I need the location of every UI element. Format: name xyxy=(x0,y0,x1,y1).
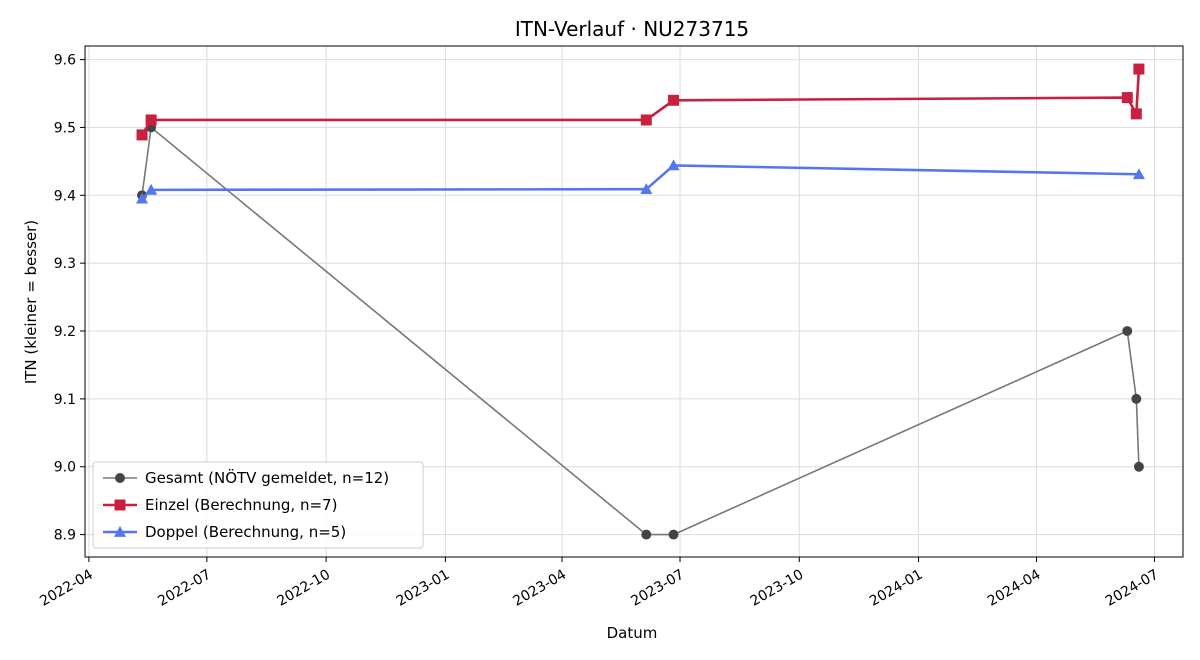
data-point xyxy=(1132,168,1145,180)
x-tick-label: 2023-10 xyxy=(748,567,807,610)
legend-item: Einzel (Berechnung, n=7) xyxy=(103,496,337,514)
y-tick-label: 9.1 xyxy=(54,392,76,408)
data-point xyxy=(145,183,158,195)
data-point xyxy=(1133,461,1144,472)
x-tick-label: 2024-01 xyxy=(867,567,926,610)
legend-item: Gesamt (NÖTV gemeldet, n=12) xyxy=(103,468,389,487)
data-point xyxy=(1130,108,1142,120)
y-axis-label: ITN (kleiner = besser) xyxy=(22,220,40,384)
y-tick-label: 8.9 xyxy=(54,528,76,544)
data-point xyxy=(667,159,680,171)
x-tick-label: 2022-07 xyxy=(155,567,214,610)
series-line xyxy=(140,68,1141,136)
legend-label: Einzel (Berechnung, n=7) xyxy=(145,496,337,514)
y-tick-label: 9.3 xyxy=(54,256,76,272)
legend-item: Doppel (Berechnung, n=5) xyxy=(103,523,346,541)
data-point xyxy=(640,114,652,126)
data-point xyxy=(1131,393,1142,404)
y-tick-label: 9.5 xyxy=(54,120,76,136)
legend-marker xyxy=(115,473,125,483)
x-tick-label: 2024-04 xyxy=(985,567,1044,610)
data-point xyxy=(136,129,148,141)
legend-label: Gesamt (NÖTV gemeldet, n=12) xyxy=(145,468,389,487)
legend-marker xyxy=(114,499,126,511)
y-axis: 8.9 9.0 9.1 9.2 9.3 9.4 9.5 9.6 xyxy=(54,53,85,544)
data-point xyxy=(668,94,680,106)
x-tick-label: 2023-07 xyxy=(628,567,687,610)
x-tick-label: 2023-04 xyxy=(510,567,569,610)
x-tick-label: 2024-07 xyxy=(1103,567,1162,610)
series-3 xyxy=(135,159,1145,204)
chart-title: ITN-Verlauf · NU273715 xyxy=(515,17,749,41)
plot-frame xyxy=(84,45,1184,558)
y-tick-label: 9.2 xyxy=(54,324,76,340)
data-point xyxy=(640,183,653,195)
legend-box xyxy=(92,461,424,549)
x-tick-label: 2023-01 xyxy=(394,567,453,610)
x-tick-label: 2022-04 xyxy=(37,567,96,610)
y-tick-label: 9.0 xyxy=(54,460,76,476)
data-point xyxy=(641,529,652,540)
series-layer xyxy=(135,63,1145,540)
data-point xyxy=(1122,326,1133,336)
legend: Gesamt (NÖTV gemeldet, n=12) Einzel (Bere… xyxy=(92,461,424,549)
data-point xyxy=(1133,63,1145,75)
legend-label: Doppel (Berechnung, n=5) xyxy=(145,523,346,541)
x-axis-label: Datum xyxy=(607,624,658,642)
data-point xyxy=(668,529,679,540)
data-point xyxy=(145,114,157,126)
legend-marker xyxy=(113,525,127,537)
x-axis: 2022-04 2022-07 2022-10 2023-01 2023-04 2023-… xyxy=(37,557,1161,610)
x-tick-label: 2022-10 xyxy=(274,567,333,610)
y-tick-label: 9.4 xyxy=(54,188,76,204)
data-point xyxy=(135,192,149,204)
y-tick-label: 9.6 xyxy=(54,53,76,69)
data-point xyxy=(1121,92,1133,104)
series-2 xyxy=(136,63,1145,141)
